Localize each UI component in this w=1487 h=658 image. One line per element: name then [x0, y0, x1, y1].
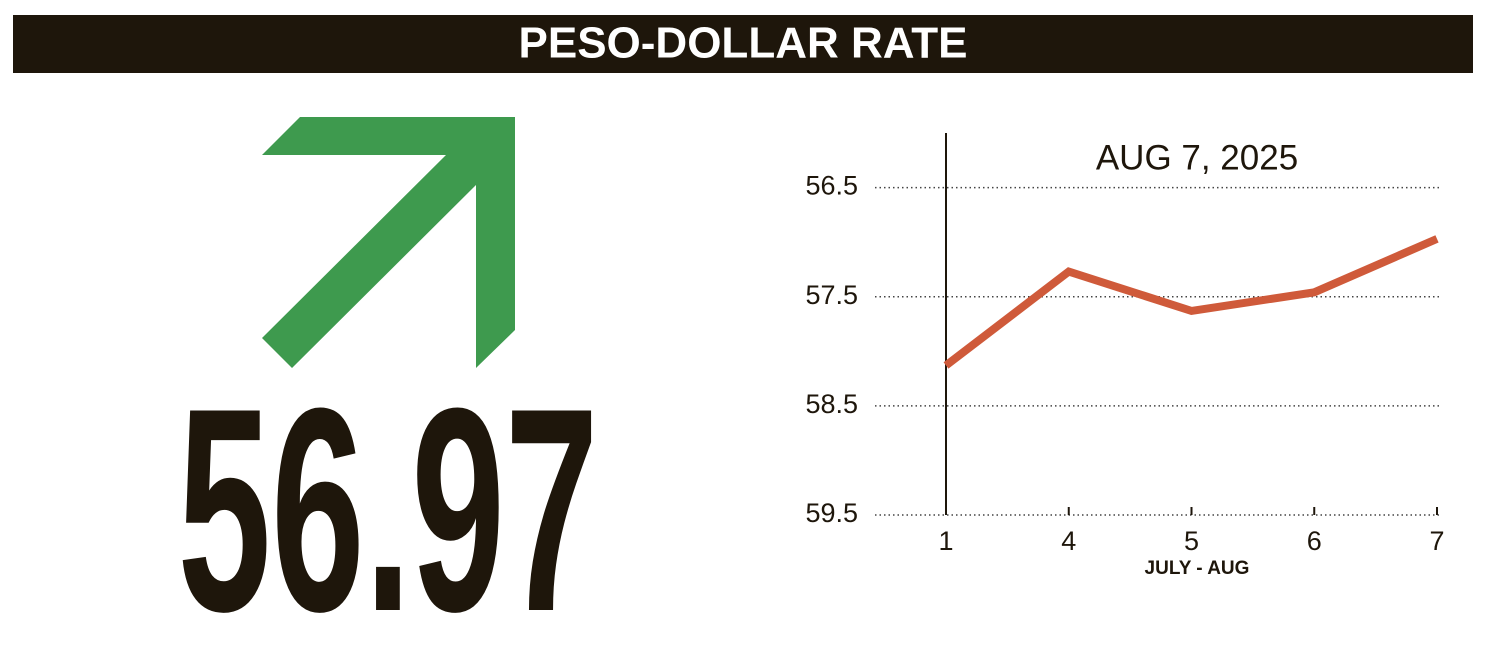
header-bar	[13, 15, 1473, 73]
data-line	[943, 235, 1439, 369]
chart-title: AUG 7, 2025	[1096, 138, 1298, 177]
rate-value: 56.97	[178, 348, 599, 658]
header-title: PESO-DOLLAR RATE	[519, 19, 968, 68]
up-arrow	[262, 117, 515, 368]
x-tick-label: 1	[938, 526, 953, 556]
x-tick-label: 5	[1184, 526, 1199, 556]
y-tick-label: 58.5	[805, 389, 858, 419]
x-tick-label: 4	[1061, 526, 1076, 556]
y-tick-label: 56.5	[805, 171, 858, 201]
y-tick-label: 59.5	[805, 498, 858, 528]
x-tick-label: 7	[1429, 526, 1444, 556]
y-tick-label: 57.5	[805, 280, 858, 310]
x-tick-label: 6	[1307, 526, 1322, 556]
x-axis-label: JULY - AUG	[1145, 558, 1250, 579]
